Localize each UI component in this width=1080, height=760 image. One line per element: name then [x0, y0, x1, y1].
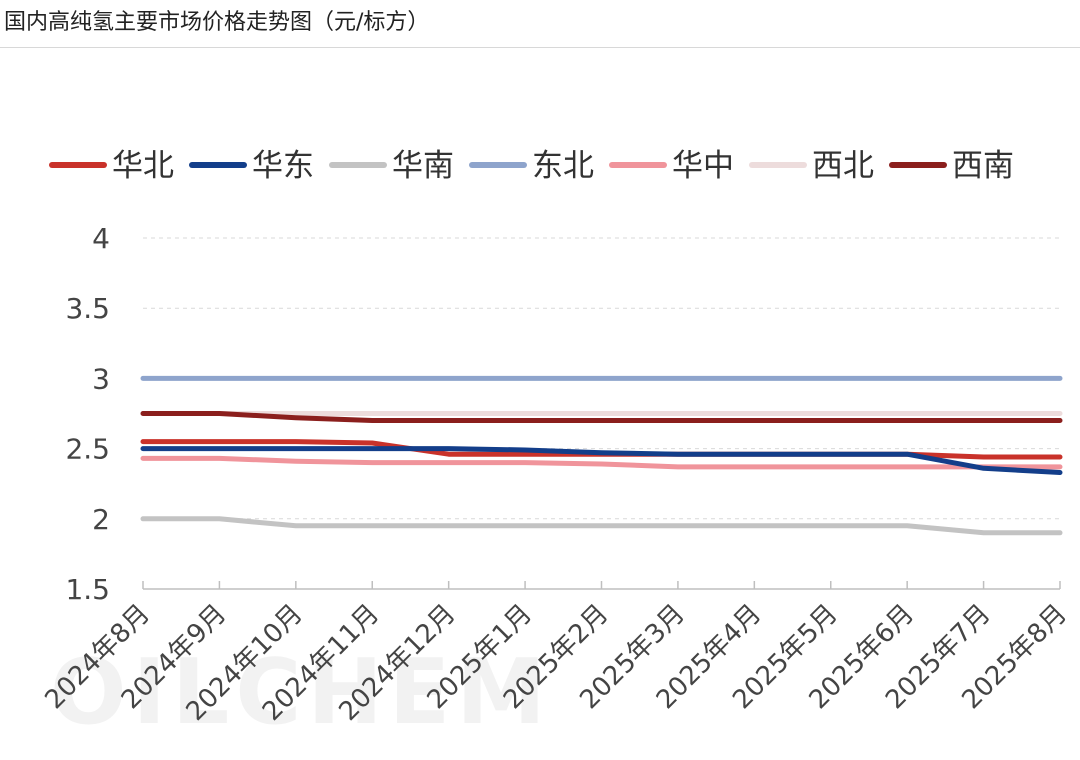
- legend-label: 西南: [952, 148, 1014, 184]
- title-divider: [0, 47, 1080, 48]
- y-tick-label: 4: [92, 222, 110, 255]
- legend-label: 西北: [812, 148, 874, 184]
- series-line-华中: [140, 455, 1063, 470]
- y-tick-label: 2.5: [65, 433, 110, 466]
- series-layer: [140, 375, 1063, 536]
- y-tick-label: 3: [92, 362, 110, 395]
- legend-label: 华北: [112, 148, 174, 184]
- series-line-华南: [140, 516, 1063, 536]
- watermark: OILCHEM: [50, 640, 552, 745]
- legend-label: 华东: [252, 148, 314, 184]
- y-axis: 4 3.5 3 2.5 2 1.5: [65, 222, 110, 606]
- legend-label: 华南: [392, 148, 454, 184]
- y-tick-label: 3.5: [65, 292, 110, 325]
- x-axis: [142, 581, 1061, 590]
- y-tick-label: 1.5: [65, 573, 110, 606]
- legend-label: 华中: [672, 148, 734, 184]
- y-tick-label: 2: [92, 503, 110, 536]
- series-line-华东: [140, 446, 1063, 475]
- legend-label: 东北: [532, 148, 594, 184]
- series-line-西南: [140, 411, 1063, 423]
- x-tick-labels: 2024年8月2024年9月2024年10月2024年11月2024年12月20…: [39, 599, 1072, 727]
- legend: 华北 华东 华南 东北 华中 西北 西南: [49, 148, 1014, 184]
- page-title: 国内高纯氢主要市场价格走势图（元/标方）: [4, 10, 430, 35]
